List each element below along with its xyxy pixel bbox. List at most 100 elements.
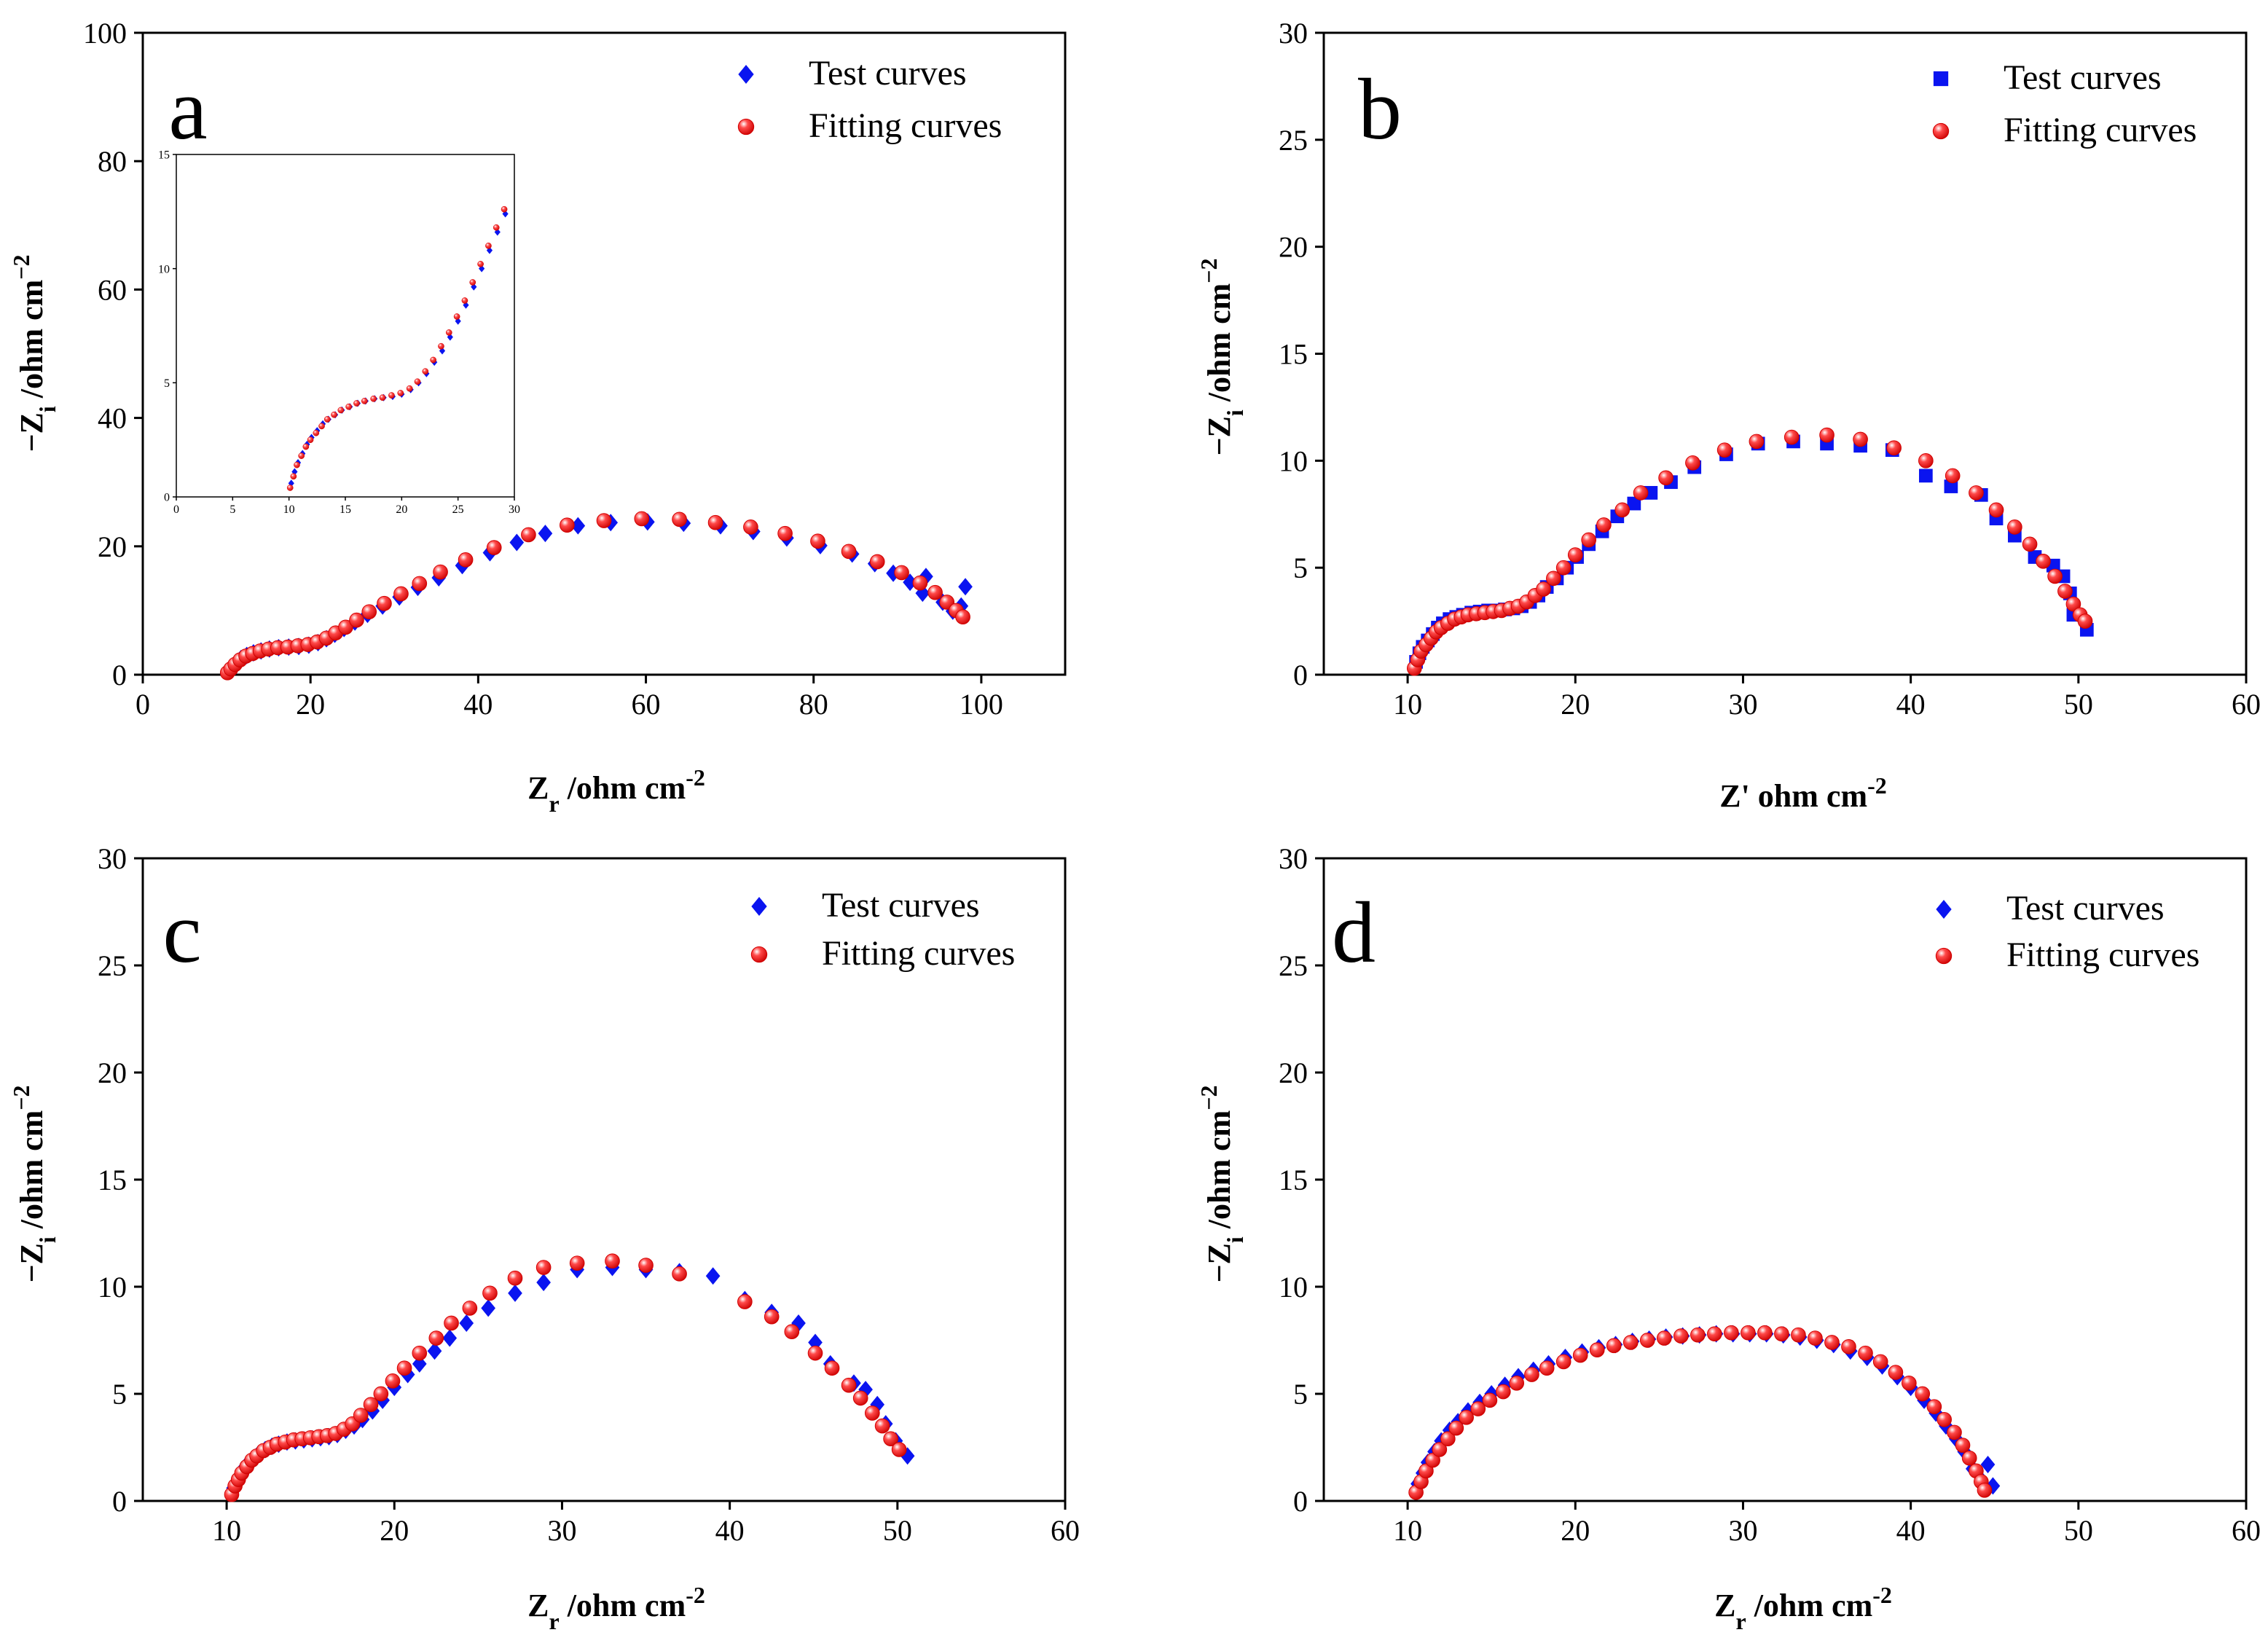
panel-b-x-tick-label: 20 xyxy=(1561,688,1590,721)
x-axis-label: Zr /ohm cm-2 xyxy=(527,1582,705,1634)
legend-marker xyxy=(751,897,767,916)
data-point xyxy=(1819,427,1835,443)
panel-a-y-tick-label: 100 xyxy=(83,17,127,50)
legend-marker xyxy=(738,65,754,84)
data-point xyxy=(1757,1325,1773,1341)
inset-data-point xyxy=(370,395,377,402)
inset-plot: 0 5 10 15 20 25 30 0 5 10 15 xyxy=(158,149,520,516)
data-point xyxy=(385,1373,401,1389)
data-point xyxy=(1824,1335,1840,1350)
panel-c-x-tick-label: 60 xyxy=(1051,1514,1080,1547)
data-point xyxy=(1524,1367,1539,1382)
legend-entry: Fitting curves xyxy=(737,106,1002,145)
inset-background xyxy=(176,154,514,497)
inset-data-point xyxy=(345,403,352,410)
legend-marker xyxy=(1935,947,1953,965)
panel-d-x-tick-label: 60 xyxy=(2232,1514,2261,1547)
inset-data-point xyxy=(298,452,305,459)
data-point xyxy=(1658,470,1673,486)
data-point xyxy=(1596,517,1612,533)
data-point xyxy=(569,1255,585,1271)
panel-a-x-tick-label: 80 xyxy=(799,688,828,721)
panel-d-y-tick-label: 5 xyxy=(1293,1378,1308,1411)
data-point xyxy=(1937,1411,1952,1427)
panel-b-y-tick-label: 20 xyxy=(1279,231,1308,264)
data-point xyxy=(869,554,885,570)
inset-y-tick-label: 0 xyxy=(164,492,170,504)
inset-data-point xyxy=(331,411,337,418)
panel-c-y-tick-label: 15 xyxy=(98,1164,127,1196)
data-point xyxy=(605,1253,620,1269)
data-point xyxy=(1622,1335,1639,1350)
panel-d-y-tick-label: 10 xyxy=(1279,1271,1308,1303)
series-test xyxy=(1410,1325,2001,1495)
data-point xyxy=(919,568,933,586)
inset-data-point xyxy=(447,333,453,341)
inset-data-point xyxy=(291,468,298,476)
legend-entry: Test curves xyxy=(751,886,980,925)
legend-entry: Fitting curves xyxy=(1932,111,2197,149)
panel-d-y-tick-label: 25 xyxy=(1279,949,1308,982)
data-point xyxy=(864,1405,880,1421)
inset-data-point xyxy=(294,461,300,468)
panel-b-x-tick-label: 60 xyxy=(2232,688,2261,721)
data-point xyxy=(705,1267,721,1285)
panel-c-x-tick-label: 20 xyxy=(380,1514,409,1547)
inset-data-point xyxy=(361,398,368,404)
data-point xyxy=(1589,1342,1605,1358)
inset-x-tick-label: 0 xyxy=(173,503,179,516)
inset-data-point xyxy=(493,224,500,231)
data-point xyxy=(883,1431,898,1447)
data-point xyxy=(481,1299,496,1317)
data-point xyxy=(338,619,353,635)
series-test xyxy=(226,1258,915,1497)
legend-entry: Test curves xyxy=(1933,58,2162,97)
data-point xyxy=(1690,1327,1706,1343)
data-point xyxy=(638,1258,654,1273)
data-point xyxy=(1841,1338,1856,1354)
data-point xyxy=(373,1386,389,1402)
data-point xyxy=(521,527,536,543)
legend-label: Test curves xyxy=(2004,58,2162,97)
panel-d-y-tick-label: 30 xyxy=(1279,842,1308,875)
panel-d-x-tick-label: 10 xyxy=(1393,1514,1422,1547)
data-point xyxy=(958,578,973,596)
inset-data-point xyxy=(313,429,320,436)
inset-data-point xyxy=(337,407,345,414)
data-point xyxy=(535,1260,552,1275)
legend-label: Test curves xyxy=(809,54,967,93)
legend-entry: Test curves xyxy=(1936,889,2165,928)
inset-y-tick-label: 15 xyxy=(158,149,170,162)
panel-c-x-tick-label: 40 xyxy=(715,1514,745,1547)
panel-b-y-tick-label: 15 xyxy=(1279,338,1308,371)
data-point xyxy=(807,1345,823,1361)
data-point xyxy=(538,525,553,543)
inset-x-tick-label: 5 xyxy=(229,503,235,516)
data-point xyxy=(1980,1456,1996,1474)
legend-marker xyxy=(1932,122,1950,140)
x-axis-label: Zr /ohm cm-2 xyxy=(527,764,705,817)
data-point xyxy=(433,564,448,580)
y-axis-label: −Zi /ohm cm−2 xyxy=(8,254,60,452)
data-point xyxy=(536,1274,551,1292)
data-point xyxy=(672,1266,687,1282)
legend-entry: Fitting curves xyxy=(750,934,1015,973)
inset-data-point xyxy=(430,356,436,364)
data-point xyxy=(1633,485,1649,501)
panel-a-y-tick-label: 60 xyxy=(98,273,127,306)
y-axis-label: −Zi /ohm cm−2 xyxy=(8,1085,60,1282)
legend-marker xyxy=(1936,900,1952,919)
data-point xyxy=(1741,1325,1756,1341)
inset-data-point xyxy=(445,329,452,336)
panel-c-y-tick-label: 30 xyxy=(98,842,127,875)
inset-data-point xyxy=(323,416,331,423)
data-point xyxy=(1918,453,1934,468)
panel-c-x-tick-label: 10 xyxy=(212,1514,241,1547)
panel-c: 10 20 30 40 50 60 0 5 10 15 20 25 30 c Test curves Fitt… xyxy=(8,842,1080,1634)
data-point xyxy=(1926,1399,1942,1414)
inset-data-point xyxy=(477,261,484,267)
data-point xyxy=(1448,1420,1464,1436)
panel-c-x-tick-label: 50 xyxy=(883,1514,912,1547)
panel-d: 10 20 30 40 50 60 0 5 10 15 20 25 30 d Test curves Fitt… xyxy=(1196,842,2261,1634)
